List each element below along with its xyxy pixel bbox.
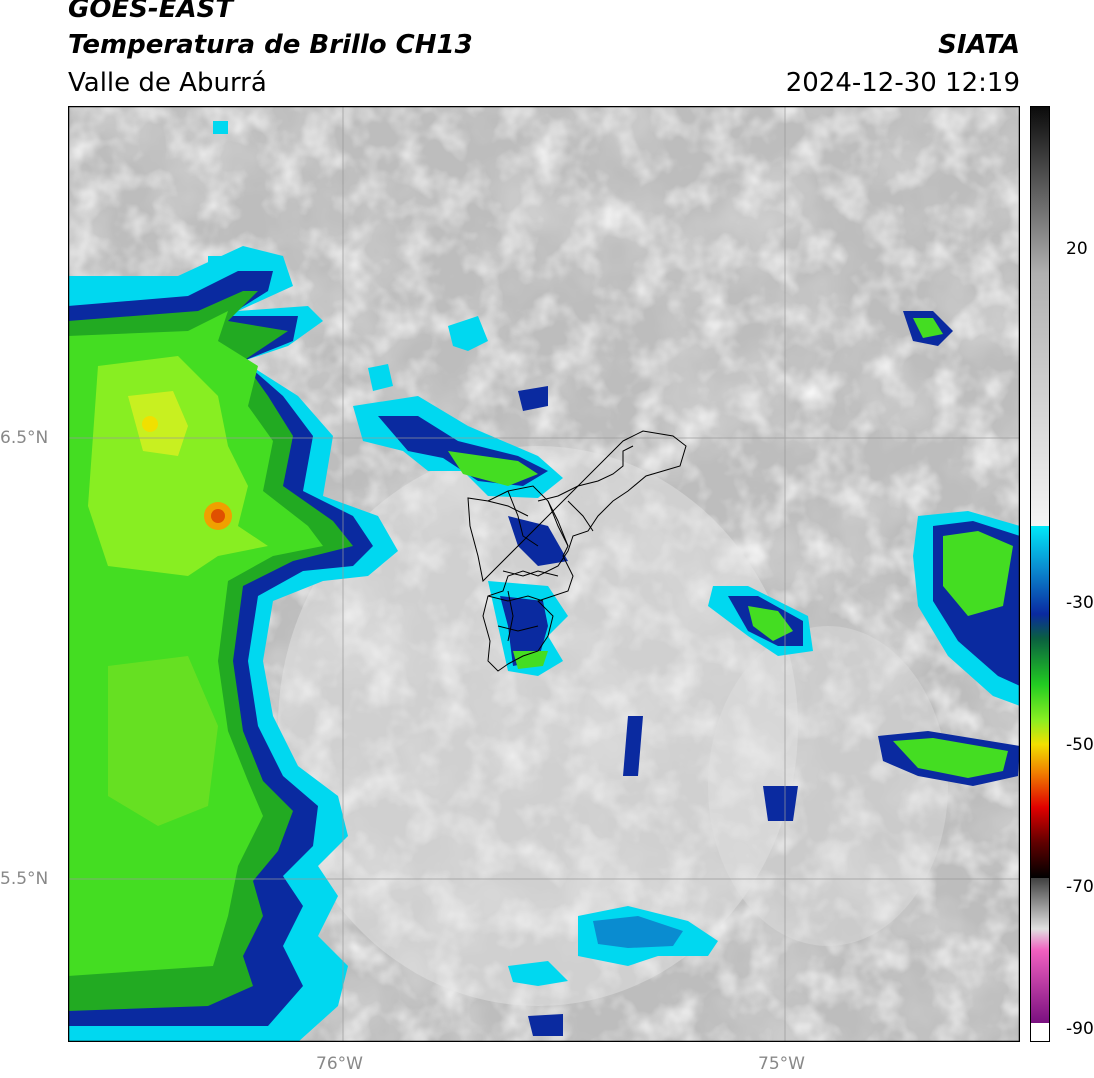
product-title: Temperatura de Brillo CH13 bbox=[68, 30, 473, 60]
temperature-colorbar bbox=[1030, 106, 1050, 1042]
colorbar-tick: -70 bbox=[1066, 877, 1094, 897]
colorbar-tick: -50 bbox=[1066, 735, 1094, 755]
cloud-band-south bbox=[208, 121, 718, 1036]
brightness-temperature-map bbox=[68, 106, 1020, 1042]
longitude-label: 76°W bbox=[316, 1054, 363, 1074]
colorbar-tick: 20 bbox=[1066, 239, 1088, 259]
cloud-cell-east bbox=[623, 311, 1020, 821]
agency-label: SIATA bbox=[938, 30, 1020, 60]
colorbar-tick: -30 bbox=[1066, 593, 1094, 613]
datetime-label: 2024-12-30 12:19 bbox=[785, 68, 1020, 98]
latitude-label: 6.5°N bbox=[0, 428, 49, 448]
municipal-boundaries bbox=[467, 430, 687, 672]
region-label: Valle de Aburrá bbox=[68, 68, 267, 98]
longitude-label: 75°W bbox=[758, 1054, 805, 1074]
cloud-mass-west bbox=[68, 246, 398, 1042]
latitude-label: 5.5°N bbox=[0, 869, 49, 889]
satellite-title: GOES-EAST bbox=[68, 0, 234, 24]
map-frame bbox=[68, 106, 1020, 1042]
cloud-cell-central bbox=[353, 316, 568, 676]
map-gridlines bbox=[68, 106, 1020, 1042]
colorbar-tick: -90 bbox=[1066, 1019, 1094, 1039]
